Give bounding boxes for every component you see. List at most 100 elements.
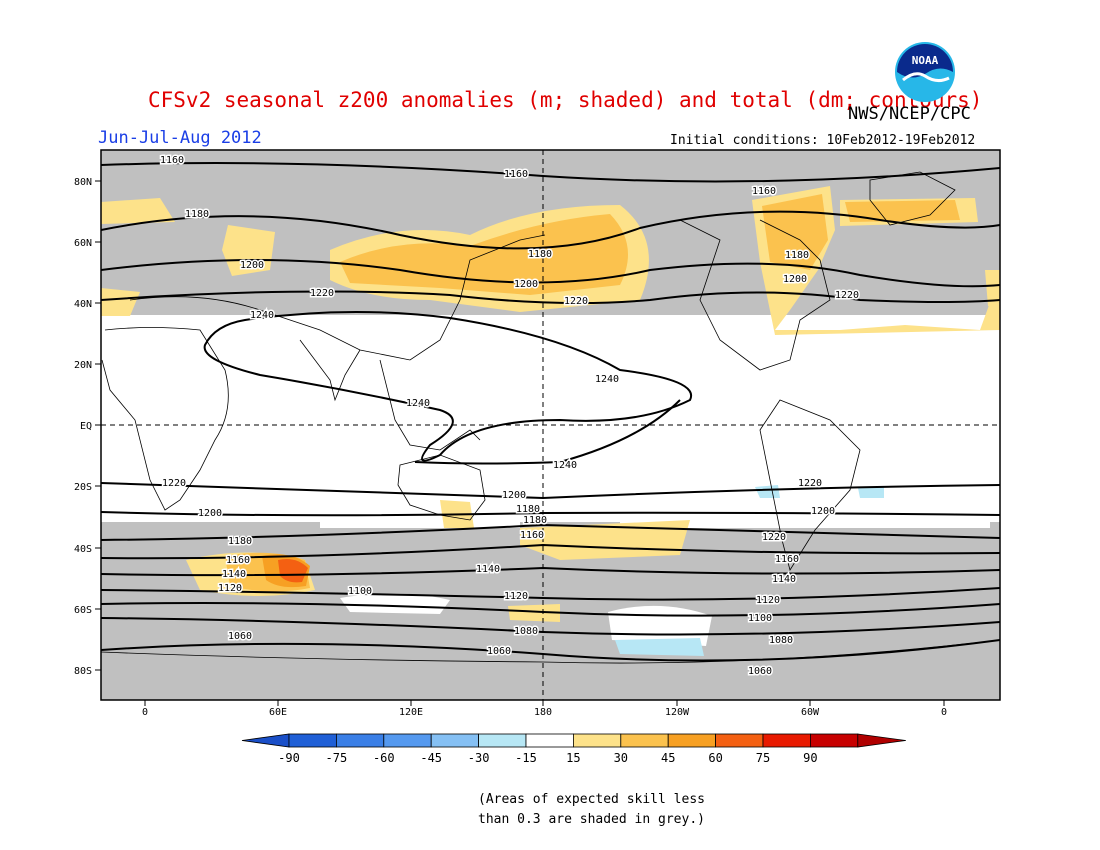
skill-note: (Areas of expected skill less than 0.3 a…	[478, 790, 705, 830]
coastline-se-asia	[379, 359, 481, 451]
contour-value-label: 1220	[564, 296, 588, 307]
southern-white-gap-3	[340, 593, 450, 614]
contour-value-label: 1220	[835, 290, 859, 301]
contour-value-label: 1180	[185, 209, 209, 220]
contour-1220-south	[101, 482, 1000, 500]
contour-value-label: 1200	[811, 506, 835, 517]
contour-value-label: 1180	[528, 249, 552, 260]
anomaly-15-west-europe	[101, 288, 140, 316]
contour-value-label: 1160	[752, 186, 776, 197]
chart-title: CFSv2 seasonal z200 anomalies (m; shaded…	[148, 88, 983, 112]
contour-value-label: 1100	[748, 613, 772, 624]
colorbar-segment	[762, 733, 811, 748]
colorbar-label: 60	[708, 751, 722, 765]
colorbar-segment	[288, 733, 337, 748]
longitude-axis: 0 60E 120E 180 120W 60W 0	[142, 700, 947, 718]
colorbar-label: 75	[756, 751, 770, 765]
coastline-greenland	[869, 171, 956, 226]
colorbar-segment	[667, 733, 717, 748]
lon-tick-label: 120W	[665, 707, 690, 718]
contour-value-label: 1060	[748, 666, 772, 677]
contour-value-label: 1160	[775, 554, 799, 565]
contour-value-label: 1140	[772, 574, 796, 585]
anomaly-60-south-indian	[278, 559, 308, 583]
colorbar-label: 45	[661, 751, 675, 765]
lon-tick-label: 180	[534, 707, 552, 718]
contour-value-label: 1240	[406, 398, 430, 409]
lat-tick-label: 20S	[74, 482, 92, 493]
contours	[101, 162, 1000, 662]
colorbar-label: -45	[420, 751, 442, 765]
anomaly-neg15-antarctic	[615, 638, 704, 656]
lon-tick-label: 120E	[399, 707, 423, 718]
colorbar-segment	[478, 733, 527, 748]
contour-value-label: 1240	[250, 310, 274, 321]
contour-value-label: 1060	[228, 631, 252, 642]
colorbar-segment	[573, 733, 622, 748]
contour-1080-south	[101, 617, 1000, 636]
colorbar-right-arrow	[857, 733, 906, 748]
coastline-africa	[101, 327, 229, 511]
lat-tick-label: 40N	[74, 299, 92, 310]
anomaly-15-south-pacific-2	[508, 604, 560, 622]
lat-tick-label: 40S	[74, 544, 92, 555]
contour-value-label: 1200	[502, 490, 526, 501]
contour-1120-south	[101, 587, 1000, 601]
contour-value-label: 1120	[756, 595, 780, 606]
colorbar-label: -90	[278, 751, 300, 765]
agency-label: NWS/NCEP/CPC	[848, 104, 971, 124]
contour-1220-north	[101, 290, 1000, 305]
colorbar-label: 90	[803, 751, 817, 765]
contour-1100-south	[101, 602, 1000, 617]
colorbar-segment	[620, 733, 669, 748]
contour-value-label: 1160	[520, 530, 544, 541]
coastline-north-america	[679, 219, 831, 371]
contour-value-label: 1180	[523, 515, 547, 526]
contour-value-label: 1140	[222, 569, 246, 580]
contour-value-label: 1160	[504, 169, 528, 180]
lon-tick-label: 0	[941, 707, 947, 718]
anomaly-neg15-south-america	[755, 485, 780, 498]
contour-value-label: 1200	[240, 260, 264, 271]
contour-value-label: 1160	[160, 155, 184, 166]
colorbar-segment	[810, 733, 859, 748]
contour-value-label: 1240	[595, 374, 619, 385]
contour-1240-south-lobe	[414, 399, 681, 465]
map-shading	[101, 150, 1000, 700]
southern-white-gap-2	[620, 505, 990, 528]
lat-tick-label: 80N	[74, 177, 92, 188]
colorbar-label: -15	[515, 751, 537, 765]
skill-note-line-1: (Areas of expected skill less	[478, 792, 705, 807]
contour-value-label: 1120	[504, 591, 528, 602]
contour-value-label: 1200	[514, 279, 538, 290]
lat-tick-label: 20N	[74, 360, 92, 371]
colorbar-label: -60	[373, 751, 395, 765]
contour-label-group: 1160 1160 1180 1200 1220 1240 1180 1200 1220 1240…	[158, 154, 860, 679]
colorbar-segment	[335, 733, 385, 748]
colorbar-label: 30	[614, 751, 628, 765]
contour-1160-north	[101, 162, 1000, 183]
colorbar-segment	[383, 733, 432, 748]
anomaly-30-greenland	[845, 200, 960, 222]
contour-1200-south	[101, 511, 1000, 517]
contour-value-label: 1140	[476, 564, 500, 575]
contour-1160-south	[101, 543, 1000, 560]
contour-value-label: 1220	[798, 478, 822, 489]
lon-tick-label: 60W	[801, 707, 820, 718]
contour-1200-north	[101, 259, 1000, 288]
lat-tick-label: 80S	[74, 666, 92, 677]
contour-1180-south	[101, 523, 1000, 541]
noaa-logo: NOAA	[895, 42, 955, 102]
coastline-australia	[397, 454, 486, 521]
contour-value-label: 1200	[198, 508, 222, 519]
contour-1240-closed	[203, 310, 693, 462]
latitude-axis: 80N 60N 40N 20N EQ 20S 40S 60S 80S	[74, 177, 101, 677]
lat-tick-label: EQ	[80, 421, 92, 432]
contour-value-label: 1160	[226, 555, 250, 566]
anomaly-15-asia	[222, 225, 275, 276]
colorbar-label: -30	[468, 751, 490, 765]
contour-value-label: 1220	[162, 478, 186, 489]
coastline-india	[299, 339, 361, 402]
anomaly-neg15-south-atlantic	[858, 486, 884, 498]
